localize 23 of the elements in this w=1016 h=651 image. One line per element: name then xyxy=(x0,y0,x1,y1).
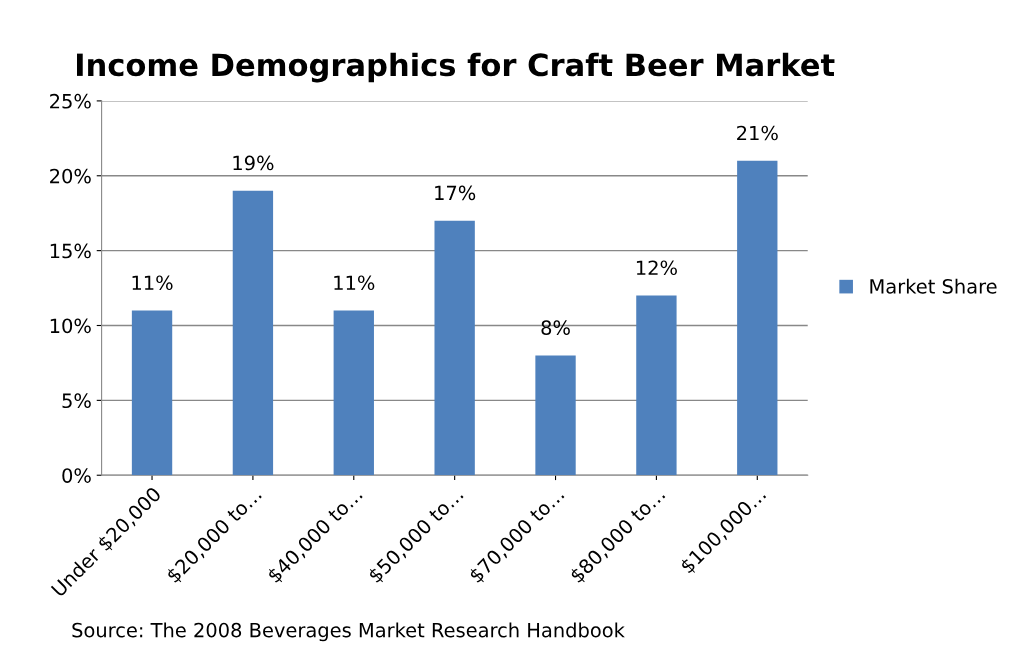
data-label: 19% xyxy=(233,155,274,171)
bar xyxy=(636,295,677,476)
data-label: 17% xyxy=(435,185,476,201)
bar xyxy=(434,220,475,476)
chart-title: Income Demographics for Craft Beer Market xyxy=(76,52,835,83)
data-label: 11% xyxy=(334,275,375,291)
y-tick-label: 20% xyxy=(50,168,91,184)
bar xyxy=(232,190,274,476)
y-tick-label: 15% xyxy=(50,243,91,259)
legend-label: Market Share xyxy=(870,278,997,294)
data-label: 21% xyxy=(737,125,778,141)
data-label: 8% xyxy=(541,320,570,336)
bar xyxy=(333,310,374,476)
y-tick-label: 5% xyxy=(62,393,91,409)
data-label: 12% xyxy=(636,260,677,276)
bar xyxy=(131,310,173,476)
bar xyxy=(737,160,778,476)
y-tick-label: 0% xyxy=(62,468,91,483)
y-tick-label: 25% xyxy=(50,93,91,109)
y-tick-label: 10% xyxy=(50,318,91,334)
data-label: 11% xyxy=(132,275,173,291)
source-note: Source: The 2008 Beverages Market Research Handbook xyxy=(72,622,625,642)
bar xyxy=(535,355,576,476)
